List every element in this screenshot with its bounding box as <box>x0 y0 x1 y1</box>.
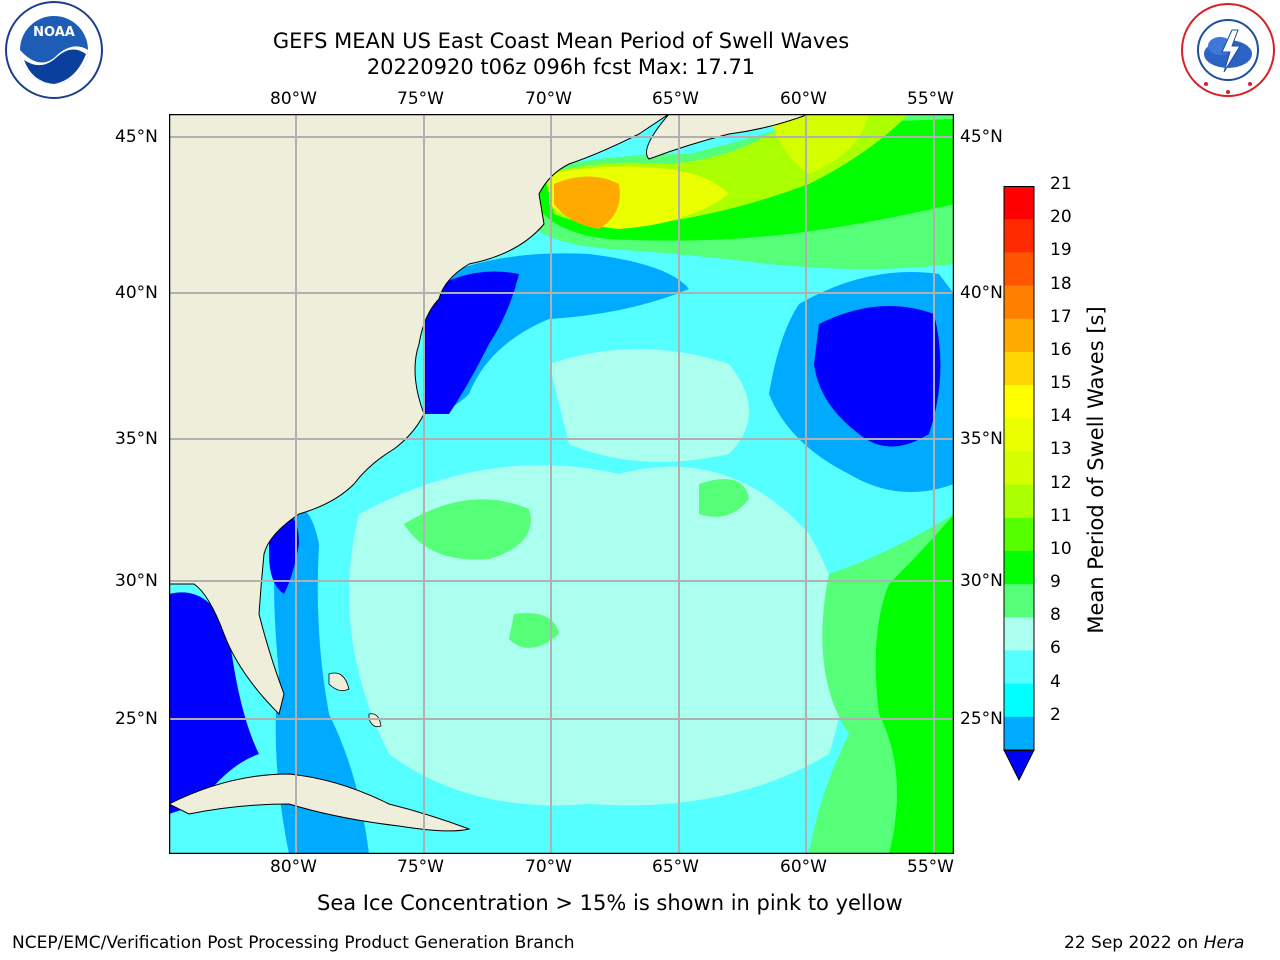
colorbar-ticks: 21 20 19 18 17 16 15 14 13 12 11 10 9 8 6 4 2 <box>1050 174 1090 780</box>
period-lt-2-nearshore <box>424 271 519 414</box>
footer-left: NCEP/EMC/Verification Post Processing Pr… <box>12 933 575 953</box>
lon-label-bottom-75w: 75°W <box>397 857 444 877</box>
colorbar-tick-label: 9 <box>1050 572 1061 593</box>
lat-label-left-25n: 25°N <box>115 709 158 729</box>
footer-date: 22 Sep 2022 on <box>1064 933 1204 953</box>
colorbar <box>1000 186 1040 786</box>
nova-scotia-land <box>646 114 810 160</box>
swell-period-map <box>168 113 955 855</box>
lon-label-bottom-60w: 60°W <box>780 857 827 877</box>
lon-label-bottom-65w: 65°W <box>652 857 699 877</box>
colorbar-segment <box>1004 252 1034 287</box>
colorbar-tick-label: 15 <box>1050 373 1072 394</box>
lon-label-top-75w: 75°W <box>397 89 444 109</box>
noaa-logo: NOAA <box>2 0 106 100</box>
lon-label-top-80w: 80°W <box>270 89 317 109</box>
lat-label-right-35n: 35°N <box>960 429 1003 449</box>
colorbar-segment <box>1004 285 1034 320</box>
cuba-land <box>169 773 471 832</box>
lat-label-right-45n: 45°N <box>960 127 1003 147</box>
map-gridlines <box>169 114 954 854</box>
colorbar-segment <box>1004 186 1034 220</box>
colorbar-segment <box>1004 584 1034 618</box>
colorbar-frame <box>1003 186 1035 751</box>
colorbar-tick-label: 20 <box>1050 207 1072 228</box>
lat-label-left-30n: 30°N <box>115 571 158 591</box>
colorbar-tick-label: 17 <box>1050 306 1072 327</box>
lat-label-left-45n: 45°N <box>115 127 158 147</box>
colorbar-tick-label: 13 <box>1050 439 1072 460</box>
footer-right: 22 Sep 2022 on Hera <box>1064 933 1244 953</box>
colorbar-tick-label: 18 <box>1050 273 1072 294</box>
colorbar-segment <box>1004 219 1034 253</box>
map-panel[interactable] <box>168 113 955 855</box>
lon-label-top-70w: 70°W <box>525 89 572 109</box>
colorbar-segment <box>1004 517 1034 552</box>
colorbar-tick-label: 14 <box>1050 406 1072 427</box>
max-period-region <box>554 176 620 229</box>
colorbar-segment <box>1004 650 1034 685</box>
sea-ice-note: Sea Ice Concentration > 15% is shown in … <box>317 891 903 915</box>
colorbar-segment <box>1004 550 1034 585</box>
colorbar-tick-label: 6 <box>1050 638 1061 659</box>
lon-label-top-65w: 65°W <box>652 89 699 109</box>
colorbar-tick-label: 16 <box>1050 339 1072 360</box>
colorbar-tick-label: 19 <box>1050 240 1072 261</box>
colorbar-tick-label: 8 <box>1050 605 1061 626</box>
colorbar-segment <box>1004 418 1034 452</box>
colorbar-segment <box>1004 318 1034 353</box>
colorbar-segment <box>1004 351 1034 386</box>
chart-subtitle: 20220920 t06z 096h fcst Max: 17.71 <box>366 55 756 79</box>
lat-label-left-40n: 40°N <box>115 283 158 303</box>
colorbar-tick-label: 21 <box>1050 174 1072 194</box>
footer-host: Hera <box>1203 933 1245 953</box>
lon-label-top-60w: 60°W <box>780 89 827 109</box>
colorbar-label: Mean Period of Swell Waves [s] <box>1084 306 1108 634</box>
colorbar-tick-label: 2 <box>1050 704 1061 725</box>
chart-title: GEFS MEAN US East Coast Mean Period of S… <box>272 29 850 53</box>
noaa-logo-text: NOAA <box>33 25 75 40</box>
nws-logo <box>1176 0 1280 100</box>
colorbar-tick-label: 4 <box>1050 671 1061 692</box>
lon-label-bottom-70w: 70°W <box>525 857 572 877</box>
colorbar-svg <box>1003 186 1035 782</box>
lat-label-left-35n: 35°N <box>115 429 158 449</box>
us-east-coast-land <box>169 114 670 715</box>
colorbar-tick-label: 10 <box>1050 538 1072 559</box>
lat-label-right-25n: 25°N <box>960 709 1003 729</box>
colorbar-segment <box>1004 385 1034 419</box>
lon-label-bottom-80w: 80°W <box>270 857 317 877</box>
period-lt-2-gulf <box>169 592 259 814</box>
colorbar-tick-label: 12 <box>1050 472 1072 493</box>
lat-label-right-40n: 40°N <box>960 283 1003 303</box>
colorbar-tick-label: 11 <box>1050 505 1072 526</box>
period-lt-2-east <box>814 306 941 447</box>
colorbar-segment <box>1004 451 1034 486</box>
lon-label-bottom-55w: 55°W <box>907 857 954 877</box>
lon-label-top-55w: 55°W <box>907 89 954 109</box>
period-9-10-patch <box>404 499 531 560</box>
colorbar-segment <box>1004 617 1034 651</box>
colorbar-extend-arrow <box>1003 749 1035 782</box>
colorbar-segment <box>1004 683 1034 718</box>
lat-label-right-30n: 30°N <box>960 571 1003 591</box>
map-frame <box>168 113 955 855</box>
colorbar-segment <box>1004 716 1034 751</box>
colorbar-segment <box>1004 484 1034 519</box>
